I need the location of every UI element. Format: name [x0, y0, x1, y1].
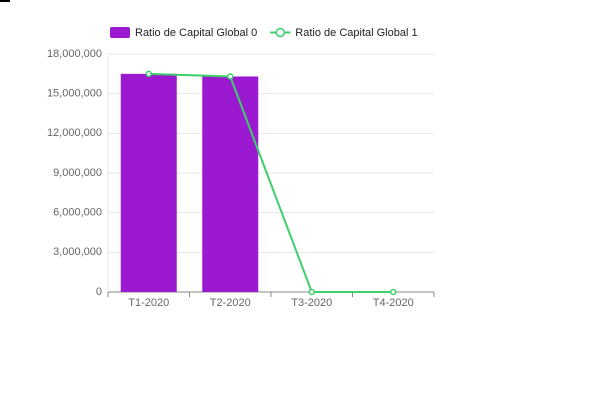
- x-tick-label: T4-2020: [373, 297, 414, 309]
- y-tick-label: 18,000,000: [47, 48, 102, 60]
- x-tick-label: T1-2020: [128, 297, 169, 309]
- y-tick-label: 12,000,000: [47, 127, 102, 139]
- line-point[interactable]: [308, 288, 315, 296]
- legend-swatch[interactable]: [275, 27, 286, 38]
- legend-swatch[interactable]: [110, 27, 130, 38]
- x-tick-label: T3-2020: [291, 297, 332, 309]
- line-point[interactable]: [390, 288, 397, 296]
- line: [148, 72, 394, 293]
- legend-label[interactable]: Ratio de Capital Global 1: [295, 27, 417, 39]
- x-tick-label: T2-2020: [210, 297, 251, 309]
- y-tick-label: 6,000,000: [53, 207, 102, 219]
- y-tick-label: 3,000,000: [53, 246, 102, 258]
- bar[interactable]: [120, 73, 177, 292]
- y-tick-label: 0: [96, 286, 102, 298]
- y-tick-label: 9,000,000: [53, 167, 102, 179]
- line-point[interactable]: [145, 70, 152, 78]
- y-tick-label: 15,000,000: [47, 88, 102, 100]
- bar[interactable]: [202, 76, 259, 292]
- line-point[interactable]: [227, 73, 234, 80]
- legend-label[interactable]: Ratio de Capital Global 0: [135, 27, 257, 39]
